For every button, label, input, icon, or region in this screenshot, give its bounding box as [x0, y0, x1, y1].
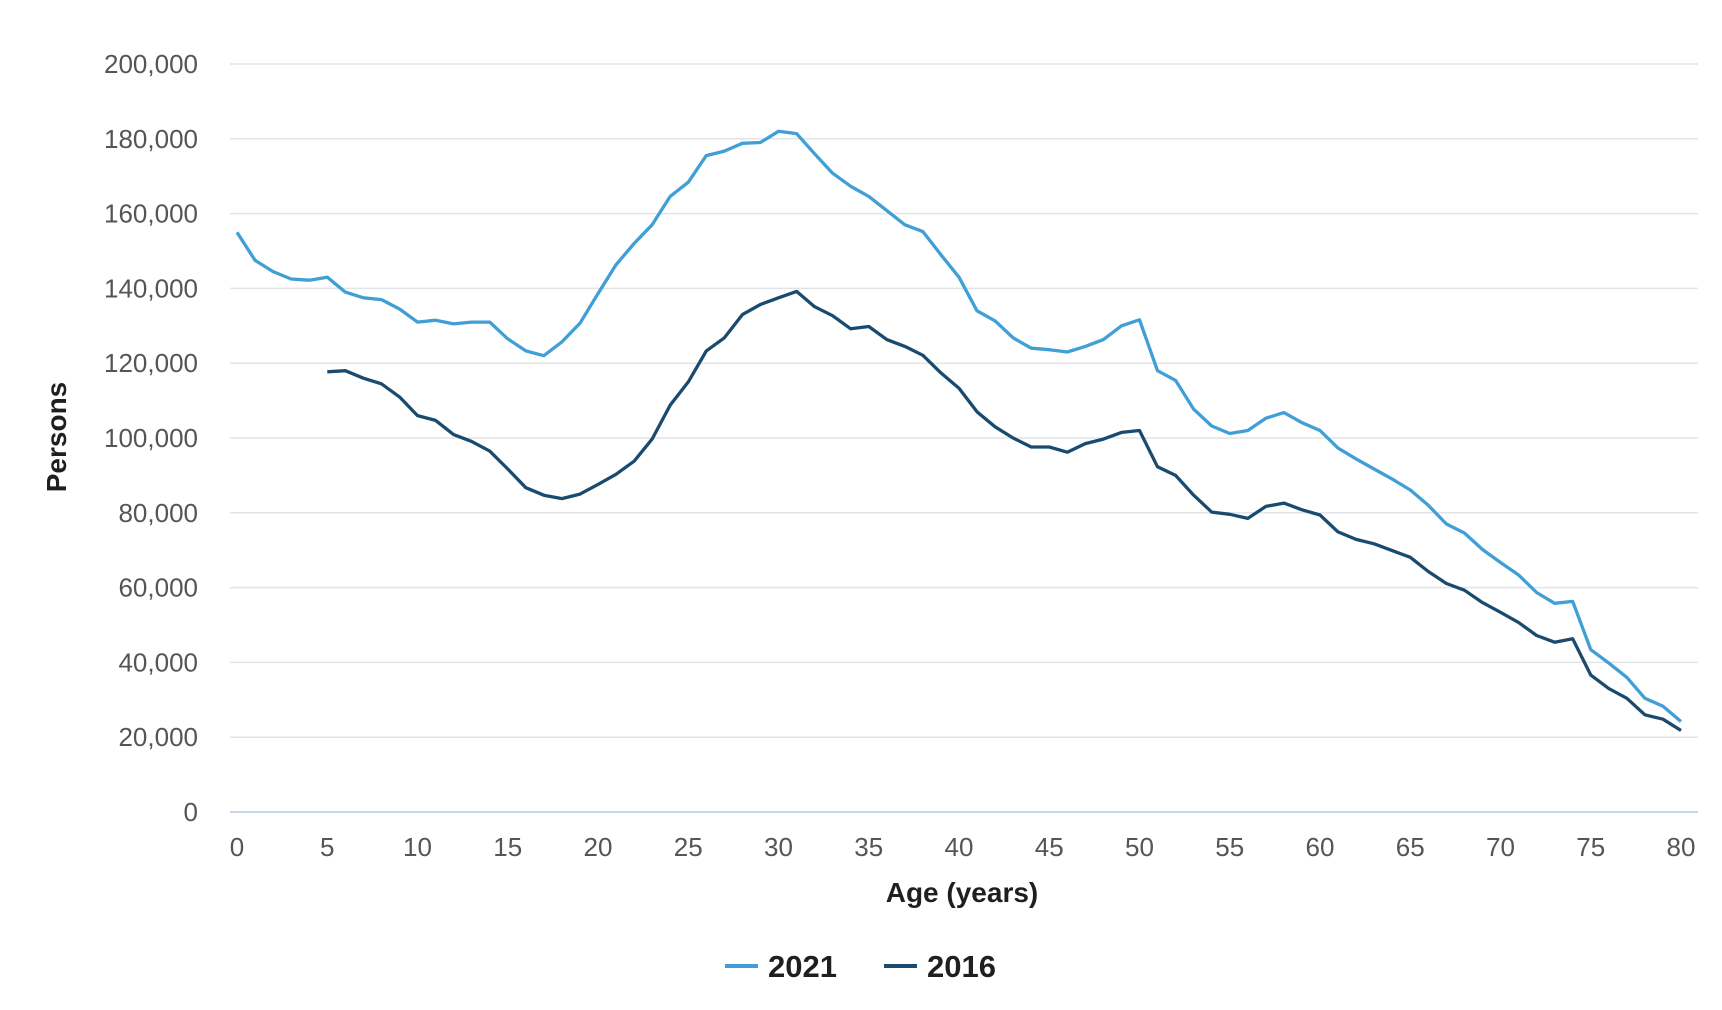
y-tick-label: 0 — [184, 797, 198, 827]
x-tick-label: 35 — [854, 832, 883, 862]
x-tick-label: 55 — [1215, 832, 1244, 862]
y-tick-label: 160,000 — [104, 199, 198, 229]
y-tick-label: 20,000 — [118, 722, 198, 752]
x-axis-ticks: 0 5 10 15 20 25 30 35 40 45 50 55 60 65 70 75 80 — [230, 832, 1696, 862]
series-line-2021 — [235, 129, 1683, 723]
gridlines — [230, 63, 1698, 813]
y-tick-label: 140,000 — [104, 273, 198, 303]
x-tick-label: 65 — [1396, 832, 1425, 862]
x-tick-label: 80 — [1667, 832, 1696, 862]
x-tick-label: 15 — [493, 832, 522, 862]
x-tick-label: 40 — [945, 832, 974, 862]
y-axis-title: Persons — [41, 382, 72, 493]
legend-label-2016: 2016 — [927, 949, 996, 984]
x-tick-label: 0 — [230, 832, 244, 862]
x-tick-label: 5 — [320, 832, 334, 862]
x-tick-label: 30 — [764, 832, 793, 862]
series-lines — [235, 129, 1683, 732]
y-axis-ticks: 0 20,000 40,000 60,000 80,000 100,000 120,000 1… — [104, 49, 198, 827]
y-tick-label: 100,000 — [104, 423, 198, 453]
series-line-2016 — [327, 289, 1682, 732]
y-tick-label: 40,000 — [118, 647, 198, 677]
legend: 2021 2016 — [725, 949, 996, 984]
x-tick-label: 70 — [1486, 832, 1515, 862]
x-axis-title: Age (years) — [886, 877, 1039, 908]
x-tick-label: 20 — [584, 832, 613, 862]
x-tick-label: 10 — [403, 832, 432, 862]
legend-label-2021: 2021 — [768, 949, 837, 984]
y-tick-label: 120,000 — [104, 348, 198, 378]
y-tick-label: 60,000 — [118, 573, 198, 603]
x-tick-label: 75 — [1576, 832, 1605, 862]
y-tick-label: 200,000 — [104, 49, 198, 79]
x-tick-label: 45 — [1035, 832, 1064, 862]
x-tick-label: 60 — [1306, 832, 1335, 862]
x-tick-label: 25 — [674, 832, 703, 862]
y-tick-label: 180,000 — [104, 124, 198, 154]
x-tick-label: 50 — [1125, 832, 1154, 862]
y-tick-label: 80,000 — [118, 498, 198, 528]
